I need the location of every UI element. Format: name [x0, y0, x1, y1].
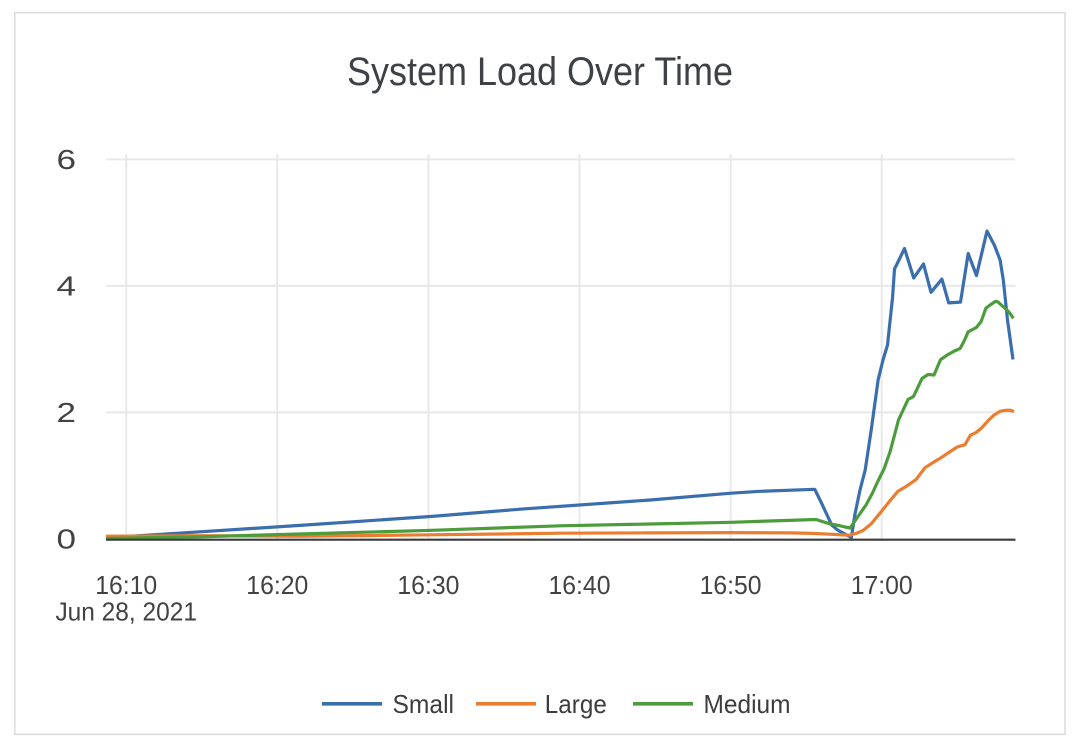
svg-text:Medium: Medium — [704, 689, 791, 719]
svg-text:16:40: 16:40 — [549, 570, 611, 600]
svg-text:6: 6 — [57, 144, 77, 175]
svg-text:0: 0 — [57, 523, 77, 554]
svg-text:2: 2 — [57, 397, 77, 428]
svg-text:Small: Small — [393, 689, 455, 719]
svg-text:16:10: 16:10 — [95, 570, 157, 600]
svg-text:4: 4 — [57, 270, 77, 301]
svg-text:16:30: 16:30 — [397, 570, 459, 600]
svg-text:System Load Over Time: System Load Over Time — [347, 50, 733, 94]
svg-text:16:50: 16:50 — [700, 570, 762, 600]
svg-text:Large: Large — [545, 689, 607, 719]
svg-text:17:00: 17:00 — [851, 570, 913, 600]
svg-text:16:20: 16:20 — [246, 570, 308, 600]
svg-text:Jun 28, 2021: Jun 28, 2021 — [55, 597, 197, 627]
